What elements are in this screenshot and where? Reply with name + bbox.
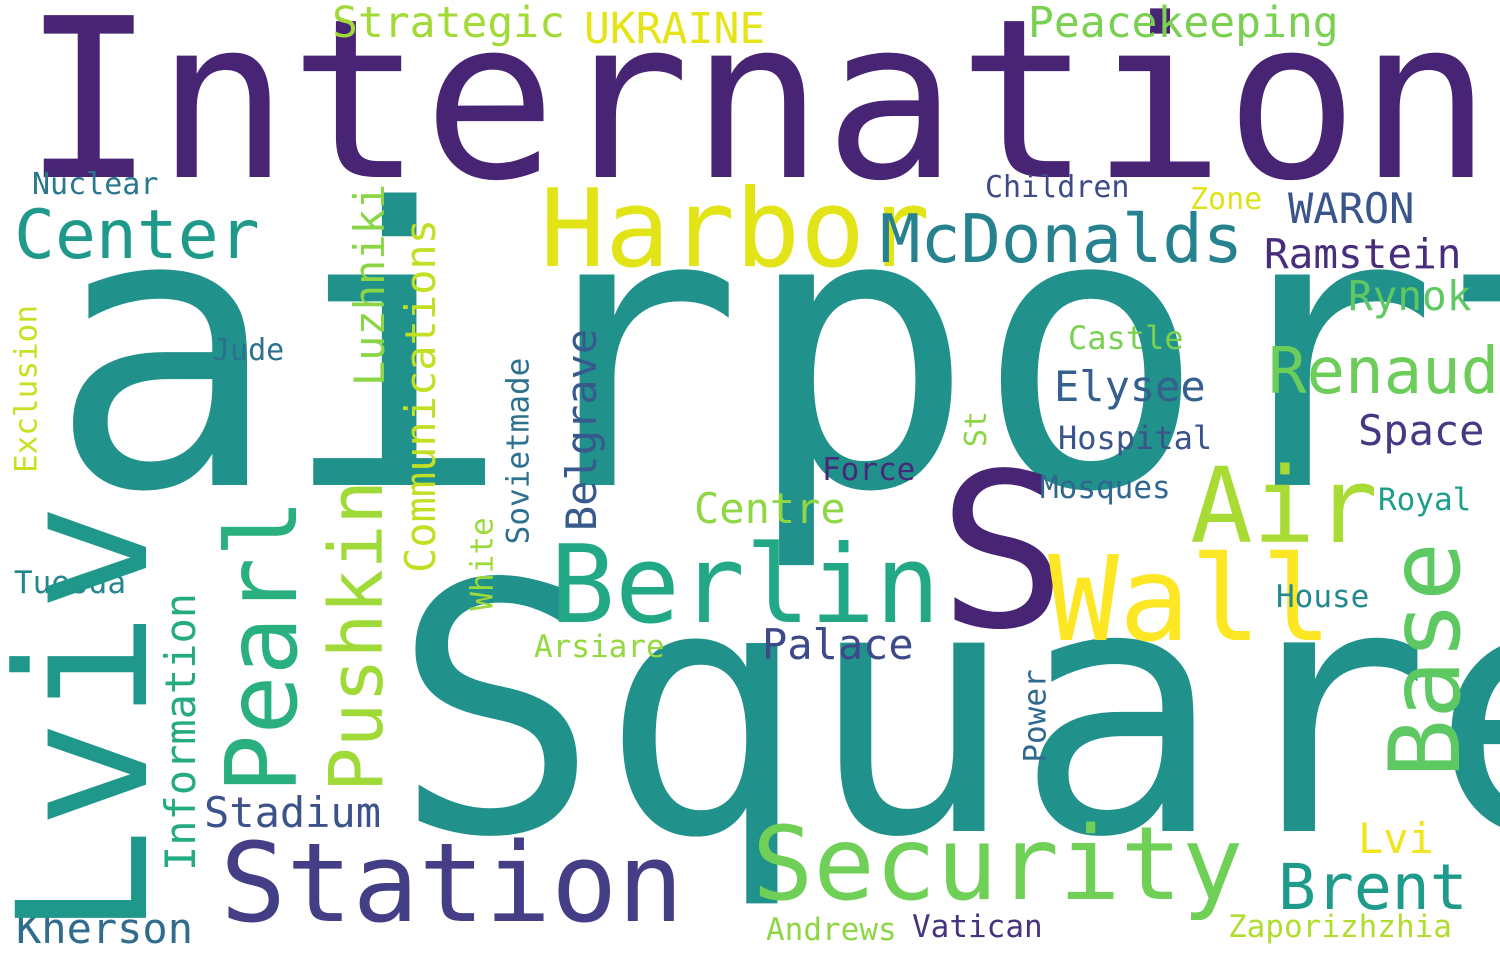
word-palace: Palace <box>762 620 914 669</box>
word-luzhniki: Luzhniki <box>345 183 394 387</box>
word-air: Air <box>1190 445 1378 567</box>
word-st: St <box>959 410 994 448</box>
word-base: Base <box>1369 541 1483 779</box>
word-lvi: Lvi <box>1358 814 1434 863</box>
word-tuesda: Tuesda <box>14 565 126 601</box>
word-kherson: Kherson <box>16 904 194 953</box>
word-security: Security <box>752 805 1244 924</box>
word-mcdonalds: McDonalds <box>880 200 1244 278</box>
vbox-pushkin: Pushkin <box>314 436 400 836</box>
word-mosques: Mosques <box>1040 470 1171 506</box>
word-square: Square <box>392 512 1500 913</box>
word-belgrave: Belgrave <box>557 328 606 532</box>
word-information: Information <box>156 592 205 872</box>
word-rynok: Rynok <box>1348 272 1472 320</box>
vbox-white: White <box>464 512 502 616</box>
word-royal: Royal <box>1378 482 1472 518</box>
word-white: White <box>464 517 501 611</box>
word-wall: Wall <box>1048 530 1333 668</box>
vbox-communications: Communications <box>396 206 445 586</box>
vbox-power: Power <box>1016 664 1056 768</box>
word-andrews: Andrews <box>766 912 897 948</box>
vbox-base: Base <box>1369 530 1483 790</box>
word-space: Space <box>1358 406 1485 455</box>
word-communications: Communications <box>396 218 445 574</box>
word-lviv: Lviv <box>0 503 189 937</box>
word-sovietmade: Sovietmade <box>500 357 537 545</box>
word-berlin: Berlin <box>550 523 941 648</box>
word-children: Children <box>985 170 1130 205</box>
word-international: International <box>22 0 1500 230</box>
vbox-sovietmade: Sovietmade <box>500 346 538 556</box>
word-center: Center <box>14 196 260 275</box>
word-stadium: Stadium <box>204 788 382 837</box>
word-jude: Jude <box>212 333 285 368</box>
word-s: S <box>938 428 1067 677</box>
vbox-st: St <box>959 406 994 452</box>
word-zaporizhzhia: Zaporizhzhia <box>1228 909 1452 945</box>
word-zone: Zone <box>1190 182 1263 217</box>
word-ukraine: UKRAINE <box>584 4 766 54</box>
word-peacekeeping: Peacekeeping <box>1028 0 1339 48</box>
word-pearl: Pearl <box>206 498 320 794</box>
vbox-information: Information <box>156 584 206 880</box>
word-house: House <box>1276 579 1370 615</box>
vbox-luzhniki: Luzhniki <box>345 180 394 390</box>
word-harbor: Harbor <box>540 167 931 292</box>
word-arsiare: Arsiare <box>534 629 665 665</box>
word-exclusion: Exclusion <box>8 305 45 473</box>
word-pushkin: Pushkin <box>314 480 400 792</box>
word-centre: Centre <box>694 484 846 533</box>
word-castle: Castle <box>1068 319 1184 357</box>
word-hospital: Hospital <box>1058 419 1213 457</box>
word-waron: WARON <box>1288 184 1415 233</box>
word-ramstein: Ramstein <box>1264 230 1462 278</box>
word-strategic: Strategic <box>332 0 565 48</box>
vbox-exclusion: Exclusion <box>8 296 46 482</box>
word-power: Power <box>1017 669 1054 763</box>
word-elysee: Elysee <box>1054 362 1206 411</box>
word-station: Station <box>220 819 684 947</box>
word-vatican: Vatican <box>912 909 1043 945</box>
vbox-belgrave: Belgrave <box>557 320 606 540</box>
word-airport: airport <box>48 128 1500 576</box>
vbox-pearl: Pearl <box>206 476 320 816</box>
word-force: Force <box>822 452 916 488</box>
vbox-lviv: Lviv <box>0 503 189 936</box>
word-nuclear: Nuclear <box>32 167 159 202</box>
word-renaud: Renaud <box>1268 335 1500 409</box>
word-brent: Brent <box>1278 851 1468 924</box>
